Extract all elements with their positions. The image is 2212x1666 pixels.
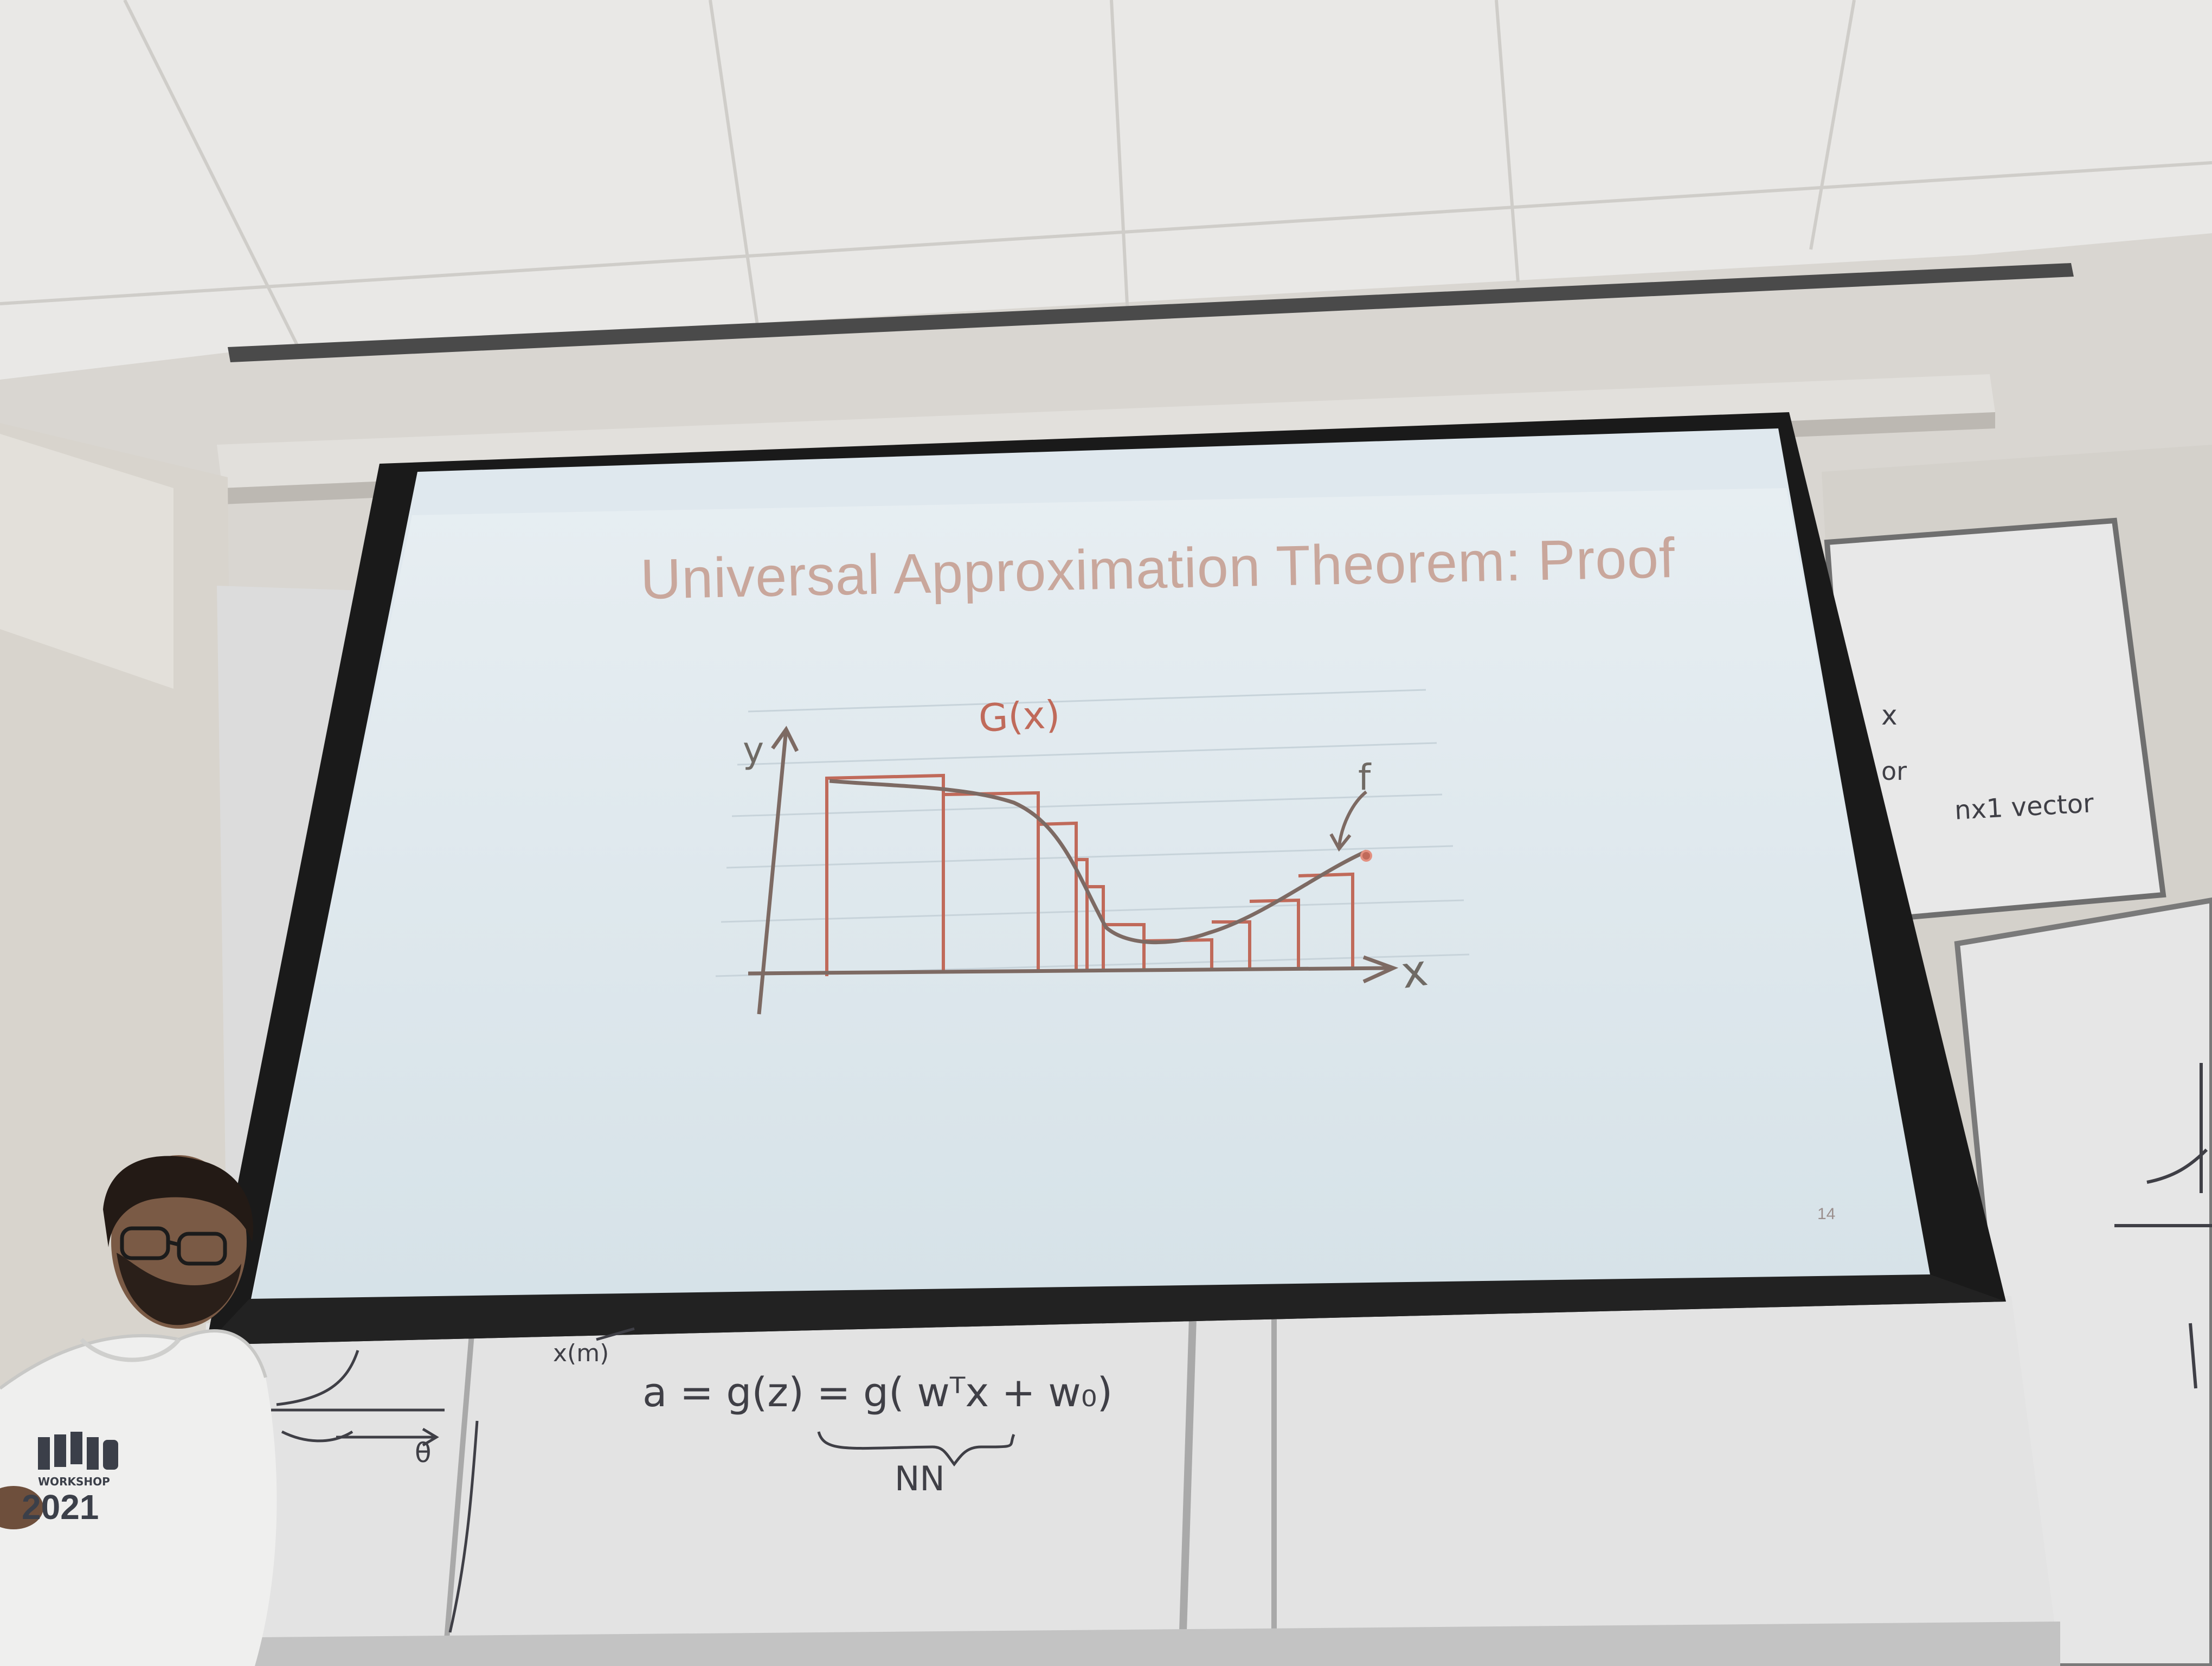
whiteboard-xm-fragment: x(m)	[553, 1340, 609, 1367]
function-curve-f	[829, 779, 1367, 945]
shirt-subtext: WORKSHOP	[38, 1475, 110, 1488]
whiteboard-right-fragment-2: or	[1881, 757, 1907, 786]
whiteboard-brace-label: NN	[895, 1459, 945, 1498]
whiteboard-equation: a = g(z) = g( wᵀx + w₀)	[642, 1369, 1113, 1416]
shirt-text: 2021	[22, 1488, 99, 1527]
slide-page-number: 14	[1817, 1205, 1836, 1223]
whiteboard-right-fragment-1: x	[1881, 700, 1898, 731]
whiteboard-theta-fragment: θ	[415, 1437, 432, 1469]
f-label: f	[1358, 757, 1371, 798]
axes	[748, 726, 1399, 1015]
y-axis-label: y	[743, 729, 764, 771]
